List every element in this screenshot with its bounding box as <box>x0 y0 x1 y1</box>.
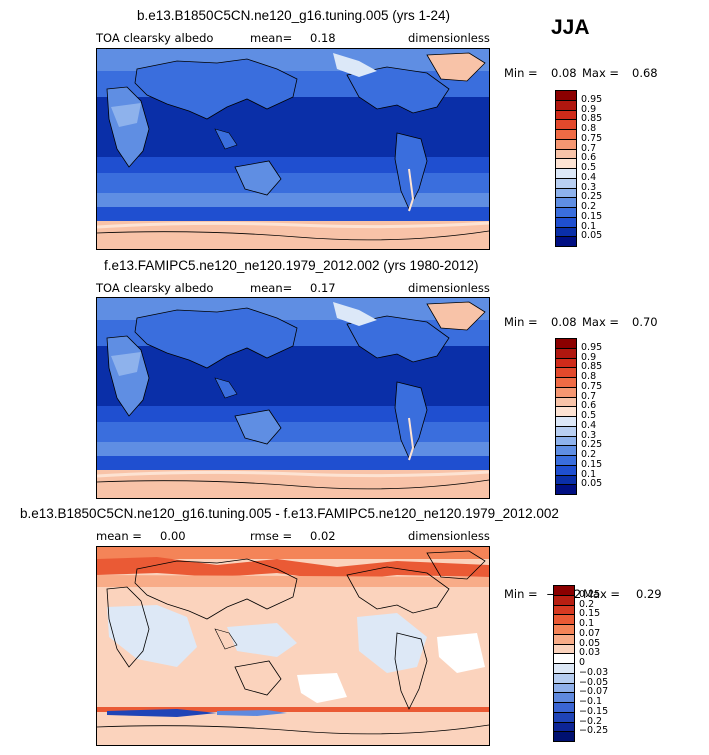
panel-2-min-label: Min = <box>504 315 538 329</box>
panel-2-mean-label: mean= <box>250 281 293 295</box>
panel-1-units: dimensionless <box>408 31 490 45</box>
panel-1-map <box>96 48 490 250</box>
panel-1-min-label: Min = <box>504 66 538 80</box>
panel-3-colorbar: 0.25 0.2 0.15 0.1 0.07 0.05 0.03 0 −0.03 −0.05 −0.… <box>553 585 613 742</box>
colorbar-label: 0.05 <box>579 637 601 649</box>
panel-1-max-label: Max = <box>582 66 620 80</box>
colorbar-label: 0.6 <box>581 152 597 164</box>
panel-2-min-value: 0.08 <box>551 315 577 329</box>
colorbar-label: −0.05 <box>579 676 609 688</box>
panel-1-variable-label: TOA clearsky albedo <box>96 31 214 45</box>
colorbar-label: 0.75 <box>581 380 603 392</box>
panel-3-map <box>96 546 490 746</box>
panel-2-map-svg <box>97 298 489 498</box>
colorbar-label: −0.15 <box>579 705 609 717</box>
colorbar-swatch <box>555 484 577 495</box>
colorbar-label: −0.25 <box>579 725 609 737</box>
colorbar-label: 0.95 <box>581 341 603 353</box>
panel-3-rmse-value: 0.02 <box>310 529 336 543</box>
colorbar-label: 0.2 <box>581 201 597 212</box>
colorbar-label: 0.95 <box>581 93 603 105</box>
panel-1-map-svg <box>97 49 489 249</box>
colorbar-label: 0.1 <box>581 220 597 232</box>
colorbar-label: −0.1 <box>579 696 603 707</box>
panel-1-title: b.e13.B1850C5CN.ne120_g16.tuning.005 (yr… <box>137 8 450 23</box>
panel-2-mean-value: 0.17 <box>310 281 336 295</box>
colorbar-label: 0.2 <box>579 598 595 610</box>
panel-2-units: dimensionless <box>408 281 490 295</box>
colorbar-label: −0.2 <box>579 715 603 727</box>
colorbar-label: 0.85 <box>581 113 603 125</box>
colorbar-label: 0.05 <box>581 230 603 242</box>
panel-3-units: dimensionless <box>408 529 490 543</box>
colorbar-swatch <box>555 236 577 247</box>
colorbar-label: 0.9 <box>581 351 597 363</box>
panel-1-min-value: 0.08 <box>551 66 577 80</box>
panel-3-max-value: 0.29 <box>636 587 662 601</box>
panel-2-max-label: Max = <box>582 315 620 329</box>
colorbar-label: 0.8 <box>581 123 597 134</box>
colorbar-label: 0.6 <box>581 400 597 412</box>
colorbar-label: 0.25 <box>579 588 601 600</box>
colorbar-label: 0.3 <box>581 181 597 193</box>
colorbar-label: −0.03 <box>579 666 609 678</box>
colorbar-label: −0.07 <box>579 686 609 698</box>
colorbar-label: 0.1 <box>581 468 597 480</box>
colorbar-label: 0.25 <box>581 439 603 451</box>
colorbar-label: 0.9 <box>581 103 597 115</box>
panel-1-colorbar: 0.95 0.9 0.85 0.8 0.75 0.7 0.6 0.5 0.4 0.3 0.25 0.2… <box>555 90 615 247</box>
colorbar-label: 0.2 <box>581 449 597 460</box>
panel-3-mean-label: mean = <box>96 529 142 543</box>
colorbar-label: 0.3 <box>581 429 597 441</box>
panel-3-rmse-label: rmse = <box>250 529 293 543</box>
panel-1-mean-value: 0.18 <box>310 31 336 45</box>
colorbar-label: 0.1 <box>579 618 595 629</box>
colorbar-swatch <box>553 731 575 742</box>
panel-3-max-label: Max = <box>583 587 621 601</box>
colorbar-label: 0.85 <box>581 361 603 373</box>
colorbar-label: 0.4 <box>581 419 597 431</box>
panel-2-colorbar: 0.95 0.9 0.85 0.8 0.75 0.7 0.6 0.5 0.4 0.3 0.25 0.2… <box>555 338 615 495</box>
colorbar-label: 0.7 <box>581 142 597 154</box>
panel-2-variable-label: TOA clearsky albedo <box>96 281 214 295</box>
panel-1-mean-label: mean= <box>250 31 293 45</box>
colorbar-label: 0.75 <box>581 132 603 144</box>
colorbar-label: 0.5 <box>581 162 597 173</box>
colorbar-label: 0.25 <box>581 191 603 203</box>
colorbar-label: 0 <box>579 657 586 668</box>
colorbar-label: 0.8 <box>581 371 597 382</box>
colorbar-label: 0.15 <box>581 458 603 470</box>
panel-2-map <box>96 297 490 499</box>
colorbar-label: 0.5 <box>581 410 597 421</box>
colorbar-label: 0.03 <box>579 647 601 659</box>
panel-2-title: f.e13.FAMIPC5.ne120_ne120.1979_2012.002 … <box>104 258 479 273</box>
panel-3-title: b.e13.B1850C5CN.ne120_g16.tuning.005 - f… <box>20 506 559 521</box>
colorbar-label: 0.15 <box>579 608 601 620</box>
colorbar-label: 0.07 <box>579 627 601 639</box>
panel-1-max-value: 0.68 <box>632 66 658 80</box>
panel-3-mean-value: 0.00 <box>160 529 186 543</box>
colorbar-label: 0.7 <box>581 390 597 402</box>
colorbar-label: 0.4 <box>581 171 597 183</box>
panel-2-max-value: 0.70 <box>632 315 658 329</box>
panel-3-map-svg <box>97 547 489 745</box>
colorbar-label: 0.05 <box>581 478 603 490</box>
colorbar-label: 0.15 <box>581 210 603 222</box>
panel-3-min-label: Min = <box>504 587 538 601</box>
season-label: JJA <box>551 16 590 39</box>
